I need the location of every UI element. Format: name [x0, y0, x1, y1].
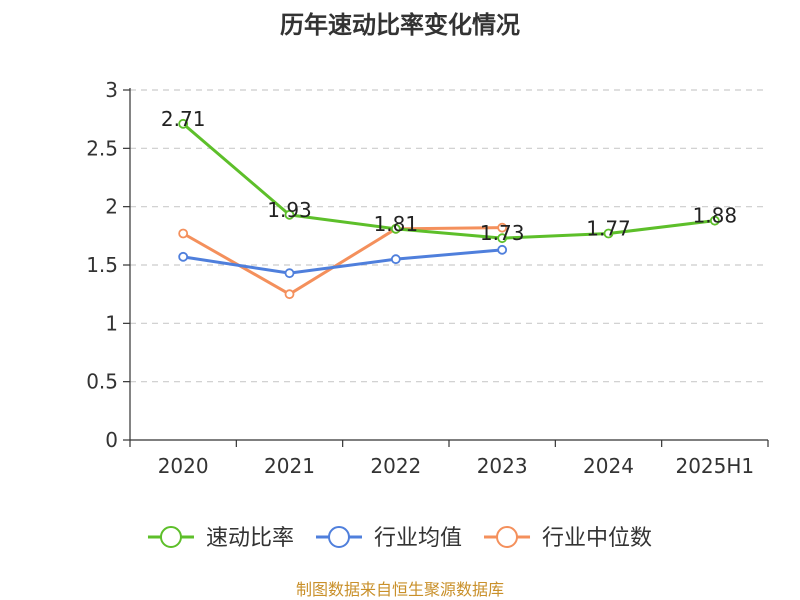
data-point: [390, 223, 401, 234]
legend-marker-icon: [496, 526, 519, 548]
y-tick-label: 3: [105, 78, 118, 102]
y-tick-label: 0.5: [86, 370, 118, 394]
grid: [130, 89, 768, 383]
data-label: 1.93: [267, 198, 312, 222]
legend-label: 行业中位数: [542, 526, 652, 551]
legend-item[interactable]: 速动比率: [147, 526, 294, 551]
legend-marker-icon: [159, 526, 182, 548]
chart-title: 历年速动比率变化情况: [280, 11, 520, 39]
data-point: [709, 215, 720, 226]
data-point: [497, 233, 508, 244]
data-point: [603, 228, 614, 239]
data-point: [284, 209, 295, 220]
data-label: 2.71: [161, 107, 206, 131]
data-label: 1.73: [480, 221, 525, 245]
axes: 0 0.5 1 1.5 2 2.5 3 2020 2021 2022 2023 2024 2025H1: [86, 78, 769, 478]
legend-item[interactable]: 行业中位数: [484, 526, 652, 551]
data-point: [497, 244, 508, 255]
series-layer: [178, 118, 720, 300]
data-point: [497, 222, 508, 233]
y-tick-label: 1.5: [86, 253, 118, 277]
data-label: 1.77: [586, 217, 631, 241]
x-tick-label: 2025H1: [675, 454, 754, 478]
data-labels: 2.71 1.93 1.81 1.73 1.77 1.88: [161, 107, 737, 245]
x-tick-label: 2022: [370, 454, 421, 478]
x-tick-label: 2020: [158, 454, 209, 478]
y-tick-label: 2.5: [86, 136, 118, 160]
data-point: [284, 289, 295, 300]
y-tick-label: 0: [105, 428, 118, 452]
data-point: [390, 254, 401, 265]
x-tick-label: 2021: [264, 454, 315, 478]
data-point: [178, 251, 189, 262]
source-note: 制图数据来自恒生聚源数据库: [296, 580, 504, 599]
legend-label: 行业均值: [374, 526, 462, 551]
legend-label: 速动比率: [206, 526, 294, 551]
y-tick-label: 2: [105, 195, 118, 219]
series-line: [182, 226, 503, 296]
x-tick-label: 2024: [583, 454, 634, 478]
data-point: [178, 118, 189, 129]
legend-item[interactable]: 行业均值: [315, 526, 462, 551]
data-label: 1.88: [693, 204, 738, 228]
y-tick-label: 1: [105, 311, 118, 335]
x-tick-label: 2023: [477, 454, 528, 478]
legend-marker-icon: [327, 526, 350, 548]
series-line: [182, 248, 503, 275]
data-point: [178, 228, 189, 239]
data-point: [284, 268, 295, 279]
data-label: 1.81: [374, 212, 419, 236]
legend: 速动比率 行业均值 行业中位数: [147, 526, 652, 551]
series-line: [182, 122, 716, 240]
